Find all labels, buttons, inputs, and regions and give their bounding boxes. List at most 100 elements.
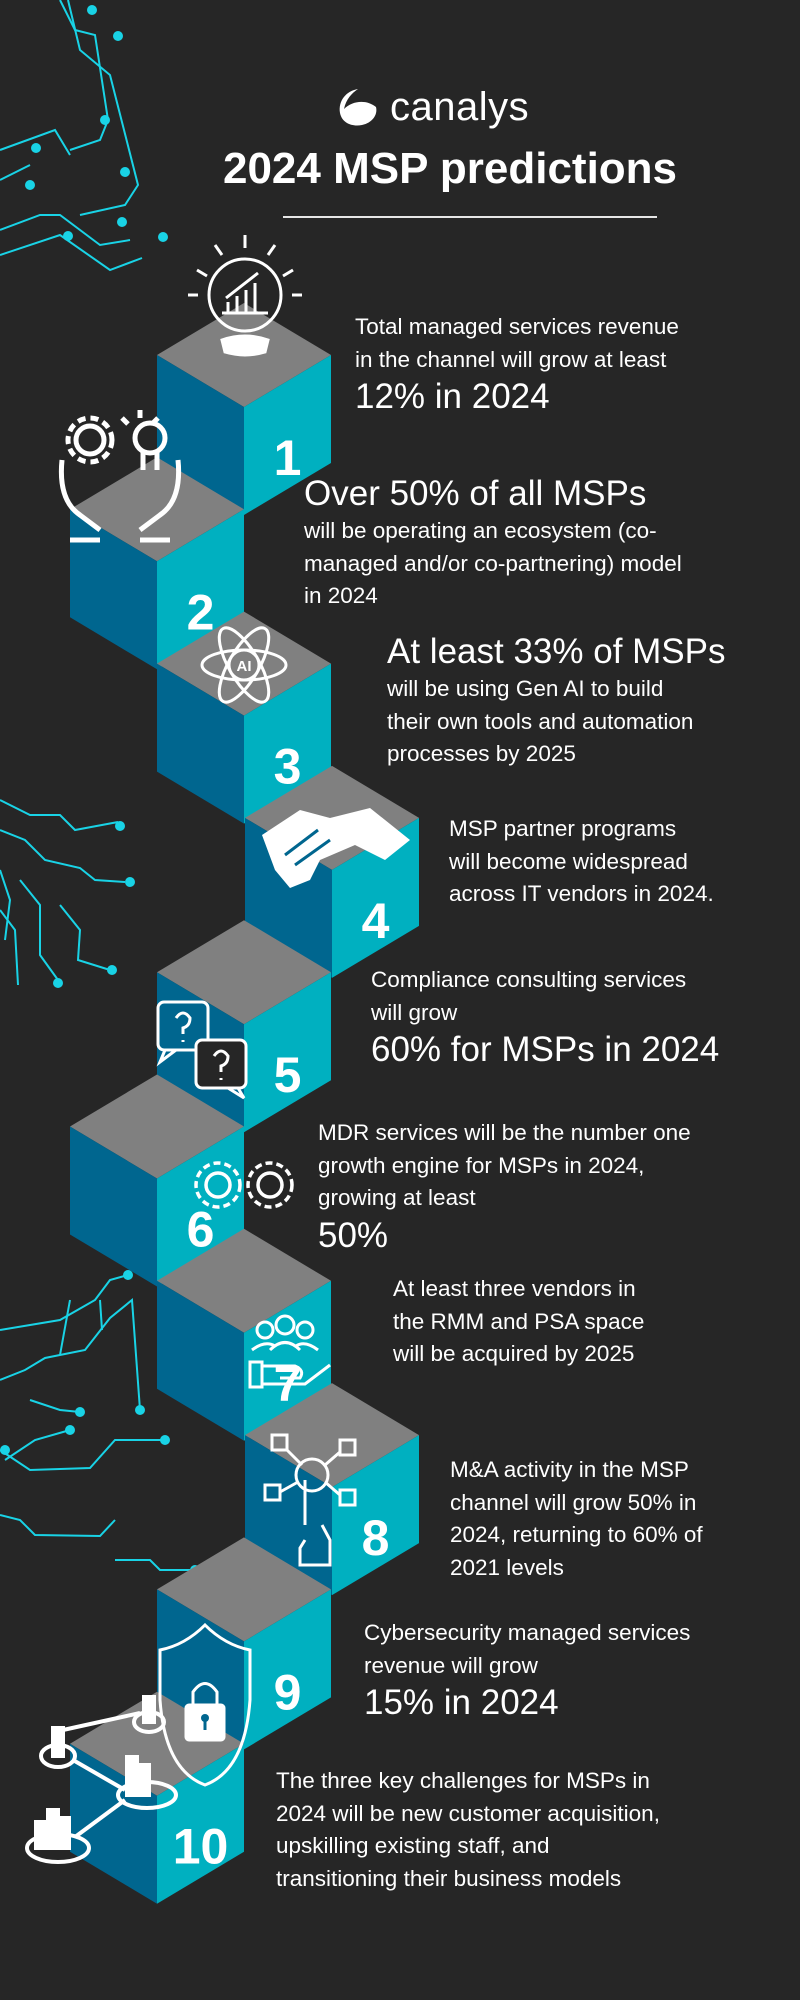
prediction-line: Cybersecurity managed services — [364, 1620, 691, 1645]
svg-text:AI: AI — [237, 658, 252, 675]
prediction-line: will become widespread — [449, 848, 688, 874]
prediction-number: 6 — [187, 1202, 215, 1258]
circuit-trace — [0, 799, 119, 832]
prediction-line: 2024 will be new customer acquisition, — [276, 1800, 660, 1826]
circuit-trace — [0, 164, 31, 181]
prediction-line: channel will grow 50% in — [450, 1489, 697, 1515]
circuit-node — [100, 115, 110, 125]
prediction-6-text: MDR services will be the number one growt… — [318, 1117, 691, 1257]
prediction-line: The three key challenges for MSPs in — [276, 1768, 650, 1793]
prediction-line: will be operating an ecosystem (co- — [304, 518, 657, 543]
prediction-line: transitioning their business models — [276, 1865, 622, 1891]
circuit-node — [63, 231, 73, 241]
prediction-line: revenue will grow — [364, 1652, 538, 1678]
prediction-2-text: Over 50% of all MSPs will be operating an… — [304, 473, 682, 613]
circuit-node — [123, 1270, 133, 1280]
circuit-trace — [4, 1429, 71, 1461]
prediction-line: the RMM and PSA space — [393, 1308, 645, 1334]
circuit-trace — [0, 128, 71, 156]
prediction-highlight: 60% for MSPs in 2024 — [371, 1030, 720, 1069]
prediction-line: M&A activity in the MSP — [450, 1457, 689, 1482]
canalys-swoosh-logo-icon — [339, 89, 377, 126]
prediction-line: will be using Gen AI to build — [387, 676, 664, 701]
prediction-7-text: At least three vendors in the RMM and PSA… — [393, 1273, 644, 1371]
circuit-node — [160, 1435, 170, 1445]
prediction-number: 3 — [274, 739, 302, 795]
page-title: 2024 MSP predictions — [222, 144, 678, 193]
prediction-line: growing at least — [318, 1185, 476, 1210]
circuit-trace — [29, 1399, 81, 1413]
circuit-trace — [0, 869, 12, 941]
cube-top-face — [157, 920, 331, 1025]
prediction-line: Total managed services revenue — [355, 314, 679, 339]
circuit-trace — [99, 1299, 103, 1331]
prediction-line: MSP partner programs — [449, 816, 677, 841]
circuit-node — [115, 821, 125, 831]
prediction-line: will be acquired by 2025 — [393, 1341, 635, 1366]
hands-gear-lightbulb-icon — [58, 410, 182, 543]
cube-right-face — [157, 1743, 244, 1904]
cube-right-face — [332, 1435, 419, 1596]
circuit-node — [107, 965, 117, 975]
prediction-8-text: M&A activity in the MSP channel will grow… — [450, 1454, 703, 1584]
circuit-node — [135, 1405, 145, 1415]
prediction-10-text: The three key challenges for MSPs in 2024… — [276, 1765, 660, 1895]
hand-people-icon — [248, 1314, 331, 1389]
cube-3: 3 — [157, 611, 331, 824]
circuit-node — [31, 143, 41, 153]
prediction-line: 2024, returning to 60% of — [450, 1522, 703, 1547]
circuit-trace — [67, 0, 140, 216]
cube-right-face — [244, 355, 331, 515]
cube-left-face — [70, 1126, 157, 1287]
prediction-number: 8 — [362, 1510, 390, 1566]
prediction-line: Compliance consulting services — [371, 967, 687, 992]
circuit-trace — [59, 904, 111, 971]
prediction-3-text: At least 33% of MSPs will be using Gen AI… — [387, 631, 725, 771]
prediction-number: 2 — [187, 584, 215, 640]
canalys-logo: canalys — [336, 82, 529, 132]
circuit-node — [0, 1445, 10, 1455]
prediction-5-text: Compliance consulting services will grow 6… — [371, 964, 719, 1071]
cube-left-face — [157, 663, 244, 824]
circuit-node — [158, 232, 168, 242]
cube-right-face — [244, 972, 331, 1133]
circuit-trace — [0, 1514, 116, 1538]
shield-lock-icon — [158, 1622, 252, 1787]
circuit-node — [65, 1425, 75, 1435]
prediction-highlight: 15% in 2024 — [364, 1683, 559, 1722]
prediction-highlight: 12% in 2024 — [355, 377, 550, 416]
prediction-number: 10 — [173, 1819, 229, 1875]
prediction-line: At least three vendors in — [393, 1276, 636, 1301]
hand-network-touch-icon — [263, 1433, 357, 1567]
circuit-trace — [19, 879, 59, 981]
prediction-line: in the channel will grow at least — [355, 346, 667, 372]
circuit-node — [125, 877, 135, 887]
title-divider — [283, 216, 657, 218]
circuit-decoration — [0, 0, 200, 1575]
circuit-trace — [0, 909, 19, 986]
prediction-number: 5 — [274, 1047, 302, 1103]
circuit-trace — [0, 233, 143, 272]
circuit-trace — [0, 1439, 165, 1472]
circuit-node — [113, 31, 123, 41]
circuit-node — [53, 978, 63, 988]
prediction-4-text: MSP partner programs will become widespre… — [449, 813, 714, 911]
prediction-line: 2021 levels — [450, 1554, 564, 1580]
prediction-line: upskilling existing staff, and — [276, 1833, 550, 1858]
gears-icon — [194, 1161, 294, 1209]
prediction-line: in 2024 — [304, 583, 378, 608]
brand-name: canalys — [390, 84, 530, 129]
prediction-highlight: 50% — [318, 1215, 389, 1255]
circuit-node — [25, 180, 35, 190]
circuit-node — [87, 5, 97, 15]
cube-right-face — [244, 1589, 331, 1750]
prediction-line: managed and/or co-partnering) model — [304, 550, 682, 576]
prediction-line: will grow — [371, 999, 458, 1025]
circuit-trace — [59, 1299, 71, 1356]
prediction-1-text: Total managed services revenue in the cha… — [355, 311, 679, 418]
cube-left-face — [157, 1280, 244, 1441]
circuit-trace — [0, 1298, 141, 1411]
circuit-node — [120, 167, 130, 177]
